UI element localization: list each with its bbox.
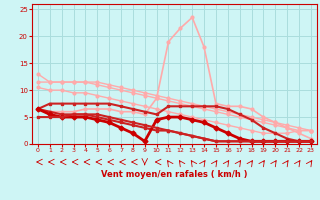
X-axis label: Vent moyen/en rafales ( km/h ): Vent moyen/en rafales ( km/h )	[101, 170, 248, 179]
